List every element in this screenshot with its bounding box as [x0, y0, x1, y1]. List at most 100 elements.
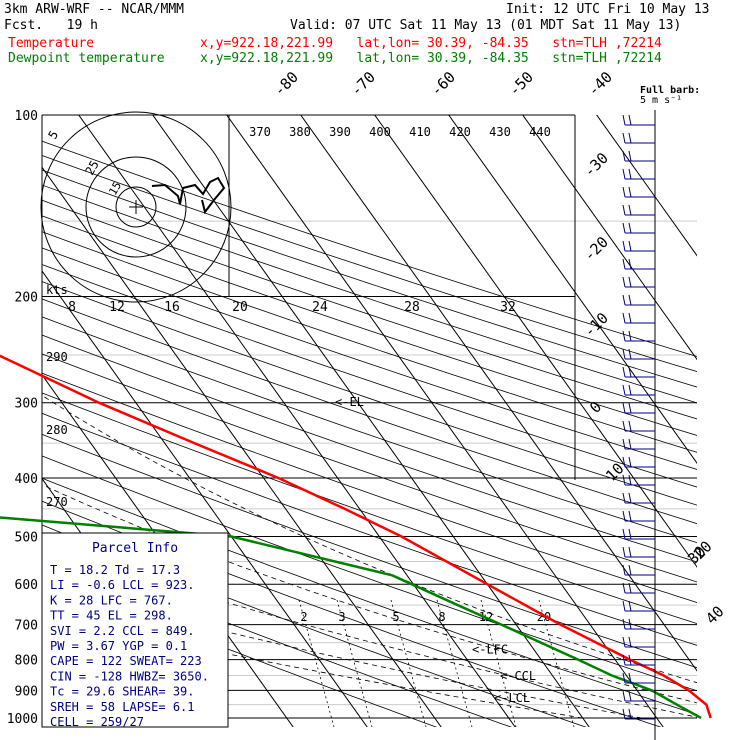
wind-barb-flag [628, 690, 632, 702]
isotherm-label: -10 [580, 309, 612, 341]
parcel-info-row: PW = 3.67 YGP = 0.1 [50, 639, 187, 653]
pressure-tick-label: 600 [15, 578, 38, 593]
hodo-trace [151, 176, 226, 215]
wind-barb-flag [628, 636, 632, 648]
wind-barb-flag [622, 690, 626, 702]
pressure-tick-label: 100 [15, 109, 38, 124]
mixing-ratio-line [538, 599, 575, 727]
isotherm [226, 115, 664, 727]
wind-barb-flag [622, 636, 626, 648]
moist-adiabat [42, 583, 642, 719]
wind-barb-flag [628, 672, 632, 684]
wind-barb-flag [622, 600, 626, 612]
hodo-speed-tick: 28 [404, 300, 420, 315]
pressure-tick-label: 900 [15, 684, 38, 699]
dewpoint-legend: Dewpoint temperature [8, 51, 165, 66]
level-marker: <-EL [335, 395, 364, 409]
wind-barb-flag [628, 708, 632, 720]
dry-adiabat [42, 247, 697, 470]
dry-adiabat [42, 433, 697, 669]
wind-barb-flag [628, 618, 632, 630]
dry-adiabat [42, 184, 697, 404]
hodo-speed-label: kts [46, 283, 68, 297]
temperature-location: x,y=922.18,221.99 lat,lon= 30.39, -84.35… [200, 36, 662, 51]
wind-barb-flag [628, 222, 632, 234]
wind-barb-flag [628, 240, 632, 252]
wind-barb-flag [628, 402, 632, 414]
pressure-tick-label: 500 [15, 530, 38, 545]
wind-barb-flag [628, 168, 632, 180]
hodo-ring [85, 156, 187, 258]
wind-barb-flag [628, 528, 632, 540]
mixing-ratio-line [480, 599, 517, 727]
dewpoint-location: x,y=922.18,221.99 lat,lon= 30.39, -84.35… [200, 51, 662, 66]
wind-barb-flag [628, 366, 632, 378]
hodo-ring [40, 111, 232, 303]
parcel-info-row: SVI = 2.2 CCL = 849. [50, 624, 195, 638]
wind-barb-flag [622, 438, 626, 450]
adiabat-lines [42, 140, 697, 727]
wind-barb-flag [622, 150, 626, 162]
isotherm-lines [42, 115, 697, 727]
theta-label: 290 [46, 350, 68, 364]
wind-barb-flag [622, 654, 626, 666]
parcel-info-row: CIN = -128 HWBZ= 3650. [50, 669, 209, 683]
dry-adiabat [42, 199, 697, 420]
pressure-tick-label: 800 [15, 654, 38, 669]
dry-adiabat [42, 264, 697, 488]
dry-adiabat [42, 412, 697, 646]
moist-adiabat [42, 613, 583, 719]
wind-barb-flag [628, 564, 632, 576]
parcel-info-title: Parcel Info [92, 541, 178, 556]
isotherm [522, 115, 697, 361]
isotherm [152, 115, 590, 727]
wind-barb-flag [628, 654, 632, 666]
dry-adiabat [42, 574, 438, 727]
wind-barb-flag [622, 456, 626, 468]
model-title: 3km ARW-WRF -- NCAR/MMM [4, 2, 185, 17]
hodo-ring-label: 15 [106, 180, 124, 198]
dry-adiabat [42, 281, 697, 506]
isotherm [596, 115, 697, 257]
wind-barb-flag [622, 510, 626, 522]
temperature-legend: Temperature [8, 36, 95, 51]
level-marker: <-CCL [500, 669, 536, 683]
valid-time: Valid: 07 UTC Sat 11 May 13 (01 MDT Sat … [290, 18, 682, 33]
wind-barb-flag [622, 330, 626, 342]
mixing-ratio-line [436, 599, 473, 727]
pressure-tick-label: 300 [15, 397, 38, 412]
dry-adiabat [42, 215, 697, 436]
hodo-speed-tick: 24 [312, 300, 328, 315]
hodo-speed-tick: 16 [164, 300, 180, 315]
wind-barb-flag [622, 186, 626, 198]
mixing-ratio-label: 3 [338, 610, 345, 624]
parcel-info-row: CELL = 259/27 [50, 715, 144, 729]
wind-barb-flag [622, 132, 626, 144]
theta-label: 420 [449, 125, 471, 139]
wind-barb-flag [622, 402, 626, 414]
isotherm-label: -60 [427, 68, 459, 100]
dry-adiabat [42, 353, 697, 583]
parcel-info-row: K = 28 LFC = 767. [50, 593, 173, 607]
dry-adiabat [42, 372, 697, 603]
wind-barb-flag [622, 294, 626, 306]
wind-barb-flag [622, 114, 626, 126]
moist-adiabat [42, 484, 697, 704]
parcel-info-row: SREH = 58 LAPSE= 6.1 [50, 700, 195, 714]
wind-barb-flag [622, 366, 626, 378]
mixing-ratio-label: 2 [300, 610, 307, 624]
isotherm-label: -20 [580, 233, 612, 265]
isotherm-label: -40 [584, 68, 616, 100]
level-markers: <-EL <-LFC <-CCL <-LCL [335, 395, 536, 705]
isotherm-label: 0 [586, 398, 605, 417]
isotherm-label: -80 [270, 68, 302, 100]
temperature-line [0, 354, 712, 719]
wind-barb-flag [622, 384, 626, 396]
isotherm [42, 166, 442, 727]
wind-barb-flag [628, 510, 632, 522]
theta-label: 390 [329, 125, 351, 139]
theta-label: 440 [529, 125, 551, 139]
pressure-tick-label: 200 [15, 291, 38, 306]
wind-barb-flag [622, 618, 626, 630]
hodo-speed-tick: 32 [500, 300, 516, 315]
